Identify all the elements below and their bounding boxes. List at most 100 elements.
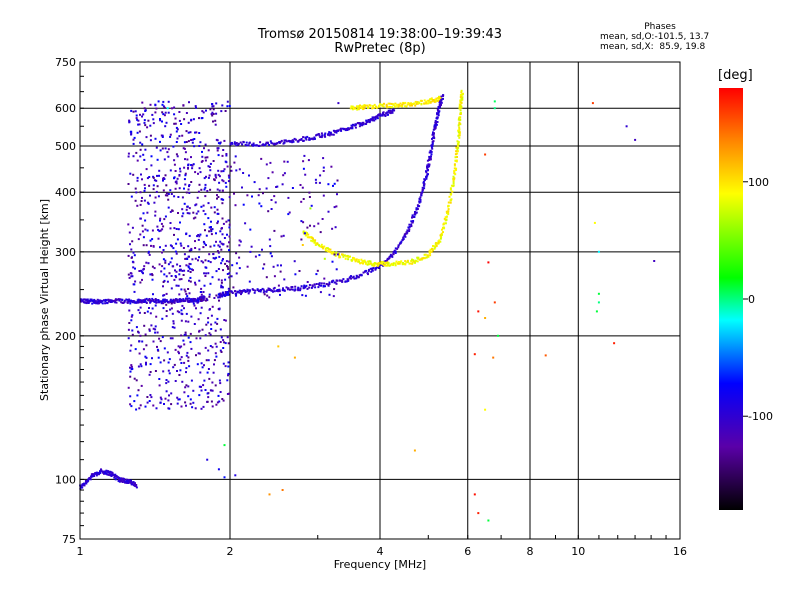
echo-point xyxy=(81,486,84,489)
echo-point xyxy=(224,181,227,184)
echo-point xyxy=(98,302,100,305)
echo-point xyxy=(176,137,179,140)
echo-point xyxy=(451,190,454,193)
echo-point xyxy=(427,163,430,166)
echo-point xyxy=(459,96,462,98)
echo-point xyxy=(421,257,424,260)
echo-point xyxy=(327,132,330,135)
echo-point xyxy=(173,326,176,329)
echo-point xyxy=(440,103,442,106)
echo-point xyxy=(317,222,320,225)
echo-point xyxy=(165,121,168,124)
echo-point xyxy=(247,289,250,292)
echo-point xyxy=(432,136,435,139)
echo-point xyxy=(391,111,394,114)
echo-point xyxy=(401,239,404,242)
echo-point xyxy=(197,238,200,241)
echo-point xyxy=(426,174,429,177)
echo-point xyxy=(135,379,138,382)
echo-point xyxy=(329,131,332,134)
echo-point xyxy=(323,257,326,260)
echo-point xyxy=(185,130,188,133)
echo-point xyxy=(208,308,211,311)
echo-point xyxy=(174,170,177,172)
echo-point xyxy=(217,154,220,157)
echo-point xyxy=(196,297,199,300)
echo-point xyxy=(146,177,149,180)
echo-point xyxy=(403,235,406,238)
echo-point xyxy=(360,261,363,264)
echo-point xyxy=(142,236,145,239)
echo-point xyxy=(176,402,179,405)
echo-point xyxy=(158,378,161,380)
echo-point xyxy=(175,242,178,245)
echo-point xyxy=(151,307,154,310)
echo-point xyxy=(268,238,271,241)
echo-point xyxy=(228,235,231,238)
echo-point xyxy=(430,97,433,100)
echo-point xyxy=(452,182,455,185)
echo-point xyxy=(188,192,191,194)
echo-point xyxy=(159,300,162,303)
echo-point xyxy=(376,266,379,268)
echo-point xyxy=(190,139,193,141)
echo-point xyxy=(421,190,424,193)
echo-point xyxy=(170,307,173,310)
echo-point xyxy=(223,237,226,239)
echo-point xyxy=(175,126,178,129)
echo-point xyxy=(85,482,88,485)
echo-point xyxy=(226,336,229,339)
echo-point xyxy=(176,238,179,241)
echo-point xyxy=(440,235,443,238)
echo-point xyxy=(366,260,369,263)
echo-point xyxy=(433,137,436,140)
echo-point xyxy=(241,186,243,189)
echo-point xyxy=(436,113,439,116)
echo-point xyxy=(188,212,191,215)
echo-point xyxy=(220,248,223,251)
echo-point xyxy=(313,225,316,228)
echo-point xyxy=(138,340,141,343)
echo-point xyxy=(432,135,435,138)
echo-point xyxy=(139,155,142,158)
echo-point xyxy=(114,473,117,476)
echo-point xyxy=(181,208,184,211)
echo-point xyxy=(165,275,168,278)
echo-point xyxy=(192,389,195,392)
echo-point xyxy=(248,174,250,177)
echo-point xyxy=(155,107,158,110)
echo-point xyxy=(212,120,214,123)
echo-point xyxy=(257,194,260,197)
echo-point xyxy=(361,123,364,125)
echo-point xyxy=(211,381,214,384)
echo-point xyxy=(233,161,236,164)
echo-point xyxy=(260,205,263,208)
echo-point xyxy=(437,99,439,102)
echo-point xyxy=(388,256,391,259)
echo-point xyxy=(164,215,167,218)
colorbar-tick-label: 100 xyxy=(748,176,769,189)
echo-point xyxy=(217,244,220,247)
echo-point xyxy=(108,300,111,303)
echo-point xyxy=(323,133,326,136)
echo-point xyxy=(459,107,462,109)
echo-point xyxy=(389,106,392,108)
echo-point xyxy=(447,211,450,214)
echo-point xyxy=(308,236,311,239)
echo-point xyxy=(179,346,181,349)
y-tick-label: 750 xyxy=(55,56,76,69)
echo-point xyxy=(423,257,426,260)
echo-point xyxy=(224,160,227,163)
echo-point xyxy=(200,389,203,392)
echo-point xyxy=(139,113,141,116)
echo-point xyxy=(258,202,261,205)
echo-point xyxy=(253,144,255,147)
echo-point xyxy=(138,311,141,314)
echo-point xyxy=(178,374,181,376)
echo-point xyxy=(147,250,150,253)
echo-point xyxy=(268,493,271,496)
echo-point xyxy=(188,185,190,188)
echo-point xyxy=(459,103,462,106)
echo-point xyxy=(216,222,219,225)
echo-point xyxy=(179,369,182,372)
